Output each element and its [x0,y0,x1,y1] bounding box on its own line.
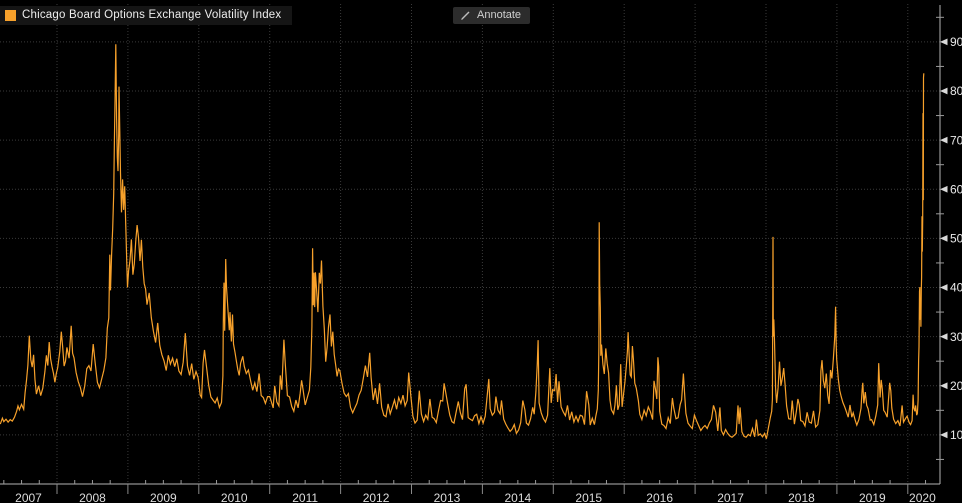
y-axis-label: 90 [950,35,962,49]
annotate-button[interactable]: Annotate [453,7,531,24]
x-axis-label: 2012 [363,491,390,503]
legend-label: Chicago Board Options Exchange Volatilit… [22,9,282,21]
x-axis-label: 2017 [717,491,744,503]
y-major-tick [940,333,948,341]
x-axis-label: 2016 [646,491,673,503]
x-axis-label: 2010 [221,491,248,503]
vix-line-series [0,44,925,439]
y-axis-label: 10 [950,428,962,442]
x-axis-label: 2020 [909,491,936,503]
pencil-icon [461,11,470,20]
y-major-tick [940,284,948,291]
y-axis: 10 20 30 40 50 60 70 80 90 [936,16,962,460]
gridlines [0,4,940,484]
y-major-tick [940,185,948,193]
x-axis-label: 2019 [859,491,886,503]
y-major-tick [940,431,948,439]
y-axis-label: 50 [950,232,962,246]
y-axis-label: 40 [950,281,962,295]
x-axis-label: 2011 [292,491,318,503]
x-axis-label: 2007 [15,491,42,503]
x-axis-label: 2008 [79,491,106,503]
y-major-tick [940,38,948,46]
legend: Chicago Board Options Exchange Volatilit… [0,6,293,25]
x-axis-label: 2018 [788,491,815,503]
y-axis-label: 20 [950,379,962,393]
x-axis-label: 2013 [434,491,461,503]
x-axis: 2007 2008 2009 2010 2011 2012 2013 2014 2015 2016… [3,480,936,503]
y-major-tick [940,382,948,390]
y-axis-label: 60 [950,182,962,196]
series-swatch-icon [5,9,16,21]
y-axis-label: 80 [950,84,962,98]
x-axis-label: 2015 [575,491,602,503]
y-major-tick [940,136,948,144]
y-major-tick [940,234,948,242]
x-axis-label: 2009 [150,491,177,503]
annotate-label: Annotate [477,9,522,21]
y-axis-label: 30 [950,330,962,344]
x-axis-label: 2014 [504,491,531,503]
y-axis-label: 70 [950,133,962,147]
y-major-tick [940,87,948,95]
